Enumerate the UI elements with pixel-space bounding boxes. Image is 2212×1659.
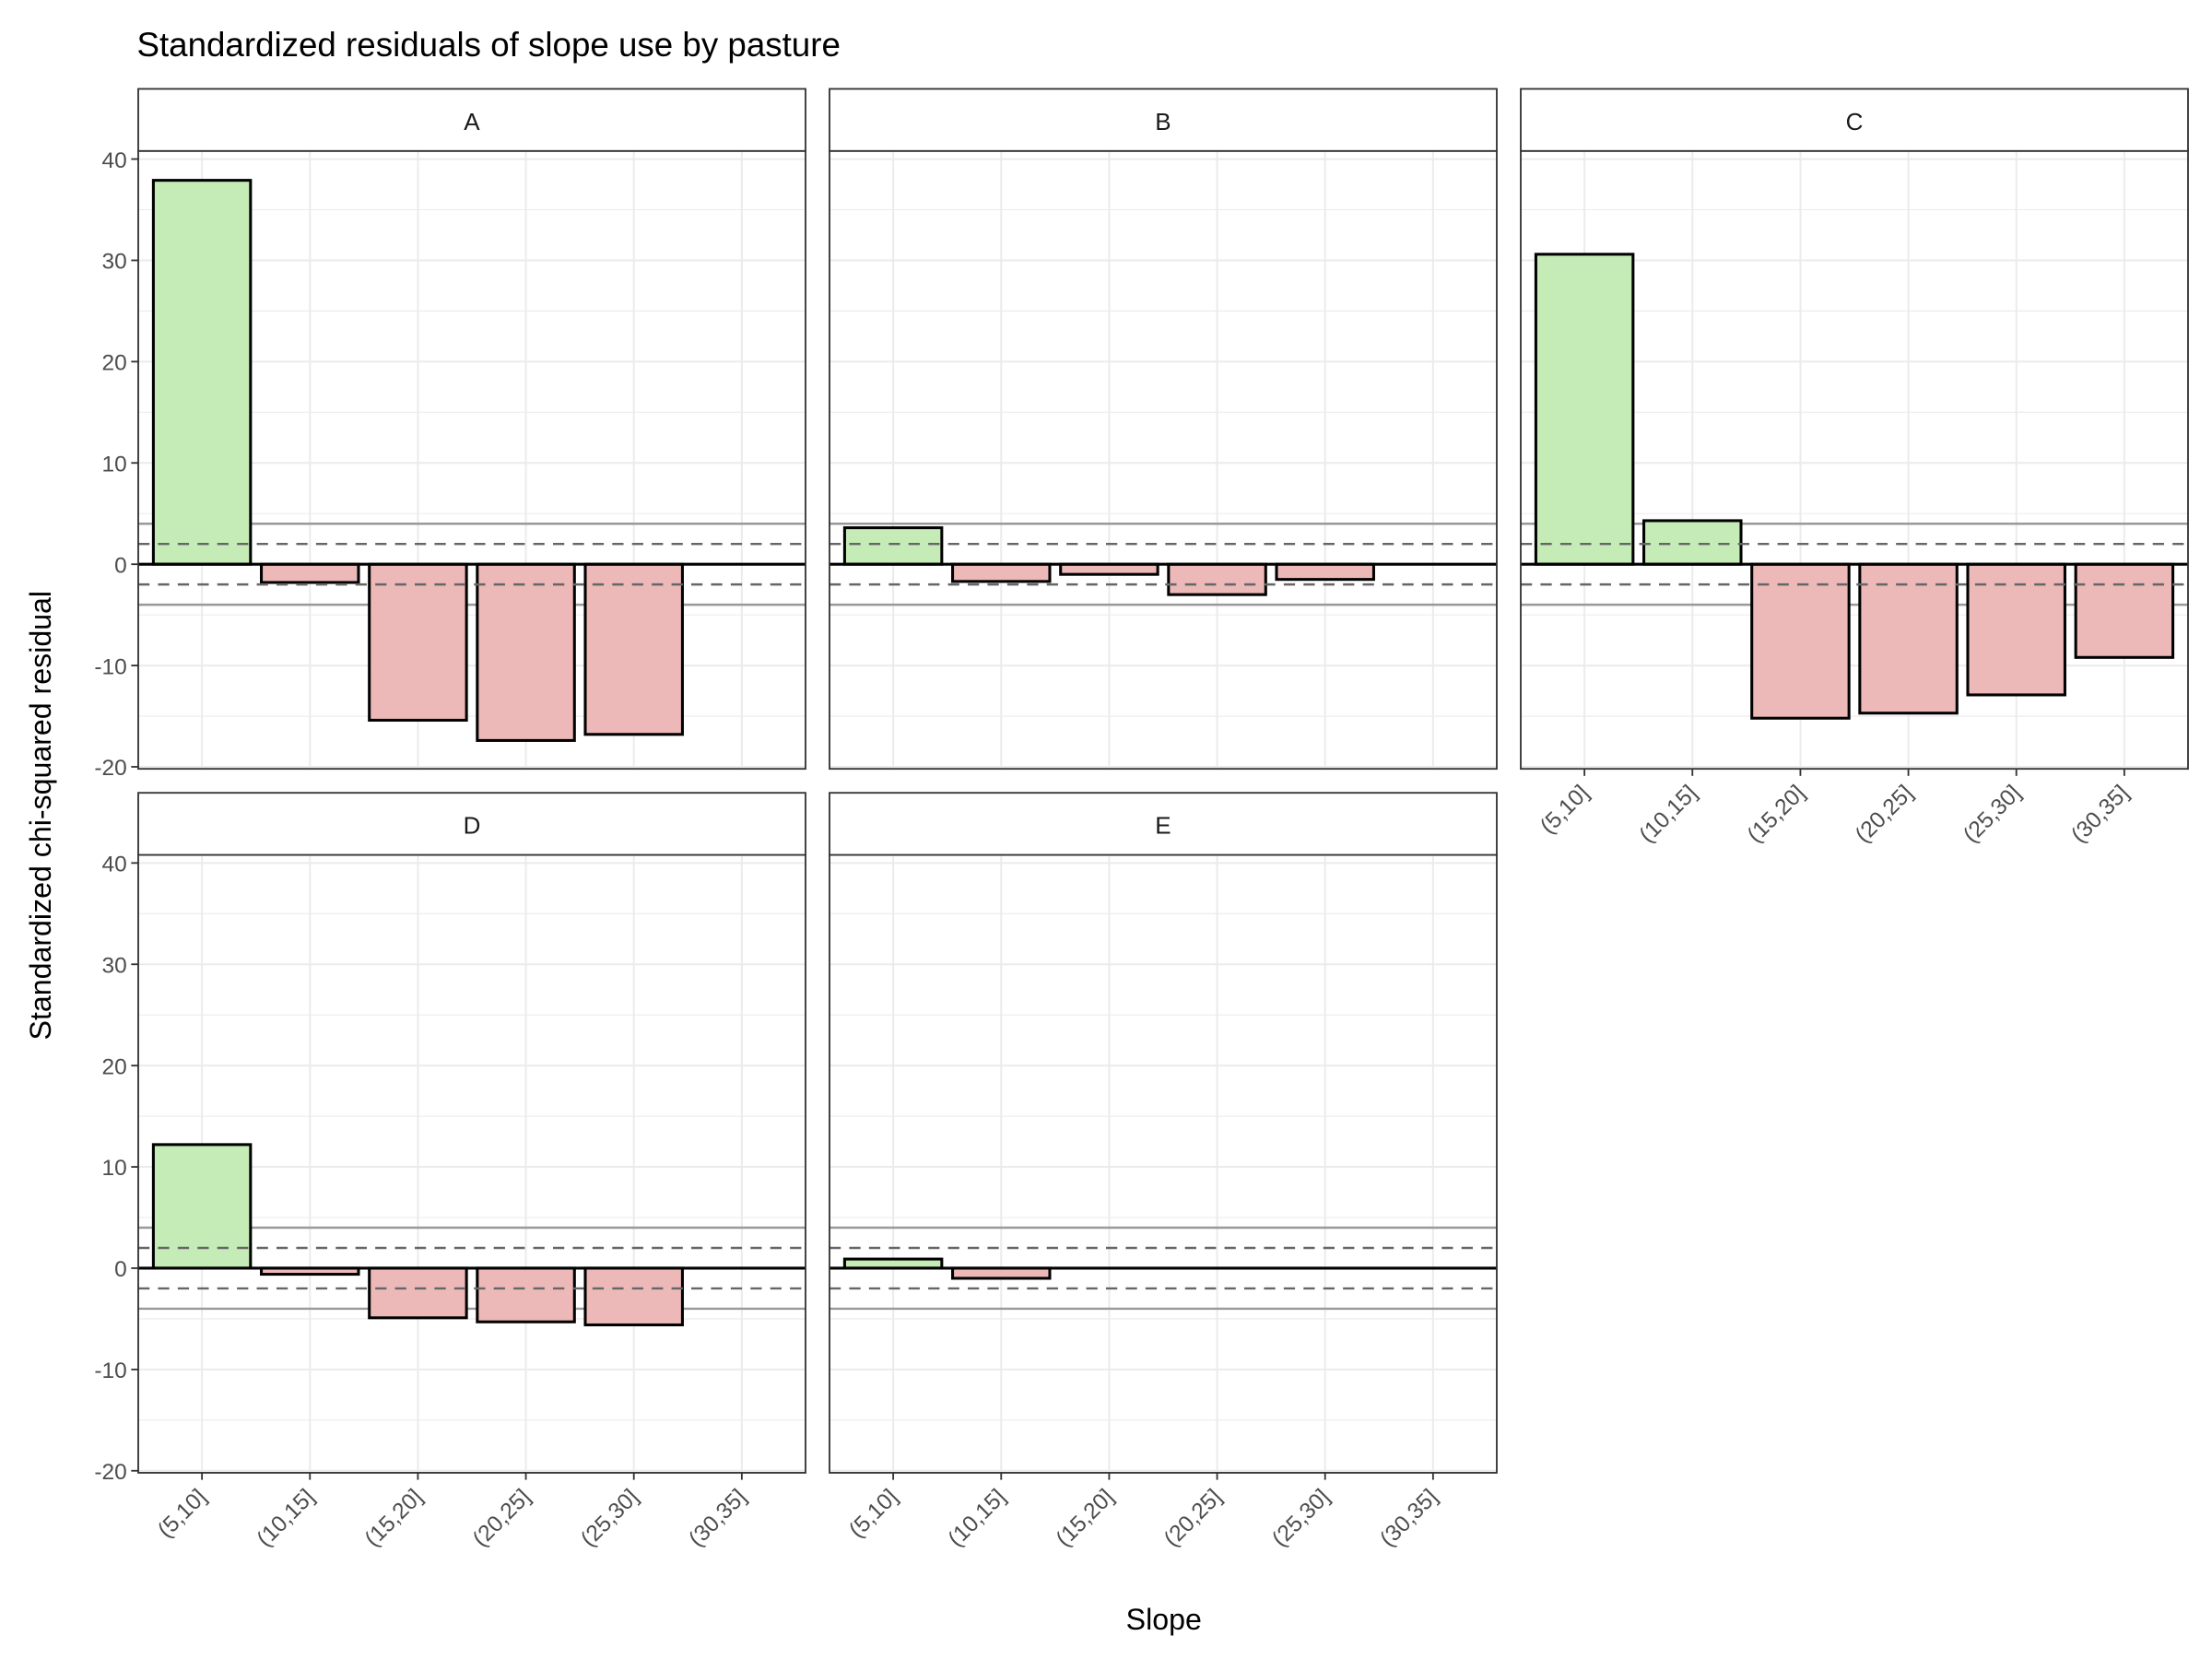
y-tick-label: 40	[102, 148, 127, 173]
facet-strip	[829, 792, 1498, 856]
facet-strip-label: A	[464, 108, 480, 135]
y-tick-label: 0	[114, 1257, 127, 1282]
x-tick-label: (20,25]	[1159, 1485, 1227, 1552]
y-tick-label: 20	[102, 1054, 127, 1079]
bar	[476, 1266, 576, 1324]
y-tick-label: -20	[94, 1460, 126, 1485]
bar	[1275, 562, 1375, 582]
y-tick-label: 30	[102, 953, 127, 978]
x-tick-label: (20,25]	[468, 1485, 535, 1552]
bar	[2074, 562, 2175, 659]
x-tick-label: (5,10]	[844, 1485, 902, 1543]
bar	[151, 1143, 253, 1270]
x-tick-label: (30,35]	[1375, 1485, 1442, 1552]
x-tick-label: (15,20]	[1052, 1485, 1119, 1552]
facet-panel-b: B	[829, 88, 1498, 771]
x-tick-label: (5,10]	[1535, 781, 1594, 839]
bar	[1167, 562, 1267, 596]
facet-strip	[1520, 88, 2189, 152]
chart-title: Standardized residuals of slope use by p…	[136, 26, 840, 64]
bar	[842, 526, 944, 566]
bar	[583, 1266, 684, 1327]
x-tick-label: (10,15]	[253, 1485, 320, 1552]
y-tick-label: 40	[102, 853, 127, 877]
panel-background	[830, 150, 1497, 770]
facet-panel-d: D -20 -10 0 10 20 30 40 (5,10] (10,15] (15,20] (20,…	[94, 792, 806, 1552]
x-tick-label: (15,20]	[1743, 781, 1810, 848]
bar	[1059, 562, 1159, 576]
bar	[1966, 562, 2066, 697]
bar	[260, 562, 360, 584]
y-tick-label: -10	[94, 1359, 126, 1383]
y-tick-label: 10	[102, 1156, 127, 1181]
bar	[368, 1266, 468, 1320]
y-tick-label: 10	[102, 452, 127, 477]
y-tick-label: 0	[114, 553, 127, 578]
x-tick-label: (25,30]	[1959, 781, 2026, 848]
x-tick-label: (10,15]	[1635, 781, 1702, 848]
x-axis-label: Slope	[1126, 1603, 1202, 1636]
bar	[1642, 519, 1743, 566]
bar	[1858, 562, 1959, 715]
facet-strip-label: D	[464, 812, 481, 840]
bar	[1750, 562, 1851, 720]
bar	[476, 562, 576, 742]
bar	[951, 1266, 1052, 1280]
y-tick-label: 30	[102, 250, 127, 275]
y-axis-label: Standardized chi-squared residual	[24, 591, 57, 1041]
facet-panel-e: E (5,10] (10,15] (15,20] (20,25] (25,30] (30,3…	[829, 792, 1498, 1552]
y-tick-label: 20	[102, 351, 127, 376]
bar	[583, 562, 684, 736]
facet-strip	[137, 792, 806, 856]
y-tick-label: -10	[94, 654, 126, 679]
x-tick-label: (20,25]	[1851, 781, 1918, 848]
y-tick-label: -20	[94, 756, 126, 781]
facet-strip-label: B	[1155, 108, 1171, 135]
facet-strip-label: E	[1155, 812, 1171, 840]
bar	[1534, 253, 1635, 566]
x-tick-label: (15,20]	[360, 1485, 428, 1552]
x-tick-label: (5,10]	[153, 1485, 211, 1543]
facet-strip	[829, 88, 1498, 152]
x-tick-label: (30,35]	[2066, 781, 2134, 848]
x-tick-label: (25,30]	[1267, 1485, 1335, 1552]
x-tick-label: (10,15]	[944, 1485, 1011, 1552]
x-tick-label: (25,30]	[576, 1485, 643, 1552]
facet-panel-c: C (5,10] (10,15] (15,20] (20,25] (25,30] (30,3…	[1520, 88, 2189, 848]
bar	[951, 562, 1052, 583]
bar	[151, 179, 253, 566]
facet-strip	[137, 88, 806, 152]
x-tick-label: (30,35]	[684, 1485, 751, 1552]
bar	[368, 562, 468, 722]
facet-panel-a: A -20 -10 0 10 20 30 40	[94, 88, 806, 781]
facet-strip-label: C	[1846, 108, 1864, 135]
panel-background	[830, 854, 1497, 1473]
